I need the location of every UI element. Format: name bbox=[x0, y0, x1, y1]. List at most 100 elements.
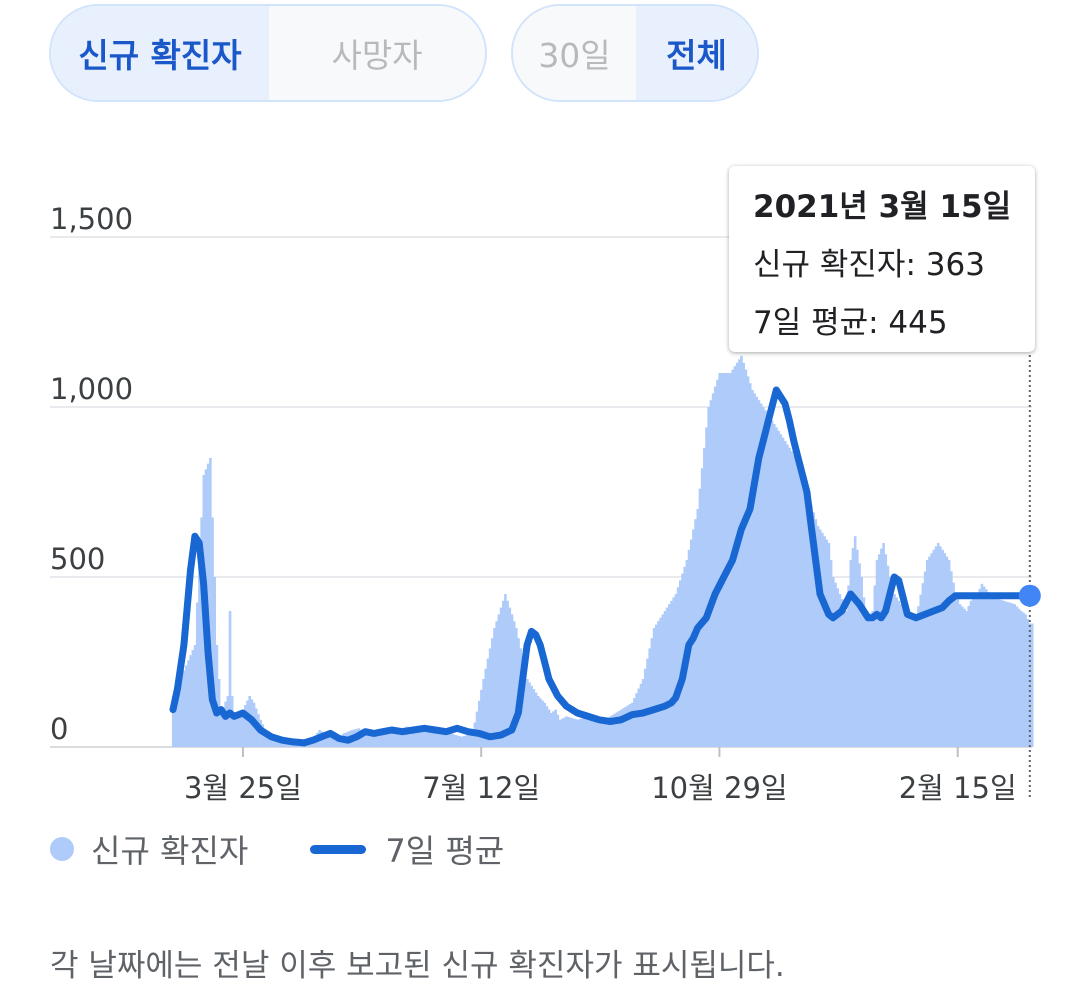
daily-case-bar bbox=[200, 517, 203, 747]
daily-case-bar bbox=[534, 692, 538, 747]
daily-case-bar bbox=[772, 424, 776, 747]
x-axis-labels: 3월 25일 7월 12일 10월 29일 2월 15일 bbox=[184, 747, 1017, 805]
daily-case-bar bbox=[574, 719, 577, 747]
daily-case-bar bbox=[456, 735, 459, 747]
daily-case-bar bbox=[386, 731, 389, 747]
daily-case-bar bbox=[182, 670, 186, 747]
daily-case-bar bbox=[185, 665, 188, 747]
daily-case-bar bbox=[703, 447, 706, 747]
range-30-days-button[interactable]: 30일 bbox=[513, 6, 636, 100]
deaths-toggle-button[interactable]: 사망자 bbox=[269, 6, 485, 100]
daily-case-bar bbox=[884, 554, 888, 747]
daily-case-bar bbox=[392, 730, 396, 747]
daily-case-bar bbox=[567, 717, 571, 747]
daily-case-bar bbox=[1024, 614, 1027, 747]
daily-case-bar bbox=[1009, 602, 1012, 747]
chart-footnote: 각 날짜에는 전날 이후 보고된 신규 확진자가 표시됩니다. bbox=[50, 948, 785, 984]
daily-case-bar bbox=[862, 597, 866, 747]
daily-case-bar bbox=[628, 704, 632, 747]
daily-case-bar bbox=[477, 700, 481, 747]
daily-case-bar bbox=[724, 373, 728, 747]
daily-case-bar bbox=[582, 717, 586, 747]
daily-case-bar bbox=[495, 621, 498, 747]
seven-day-average-path bbox=[169, 386, 1034, 747]
daily-case-bar bbox=[711, 393, 715, 747]
daily-case-bar bbox=[727, 373, 730, 747]
daily-case-bar bbox=[1015, 606, 1019, 747]
daily-case-bar bbox=[491, 638, 494, 747]
daily-case-bar bbox=[709, 400, 713, 747]
daily-case-bar bbox=[493, 628, 496, 747]
daily-case-bar bbox=[471, 733, 474, 747]
daily-case-bar bbox=[617, 710, 621, 747]
daily-case-bar bbox=[814, 519, 818, 747]
daily-case-bar bbox=[447, 732, 450, 747]
daily-case-bar bbox=[381, 731, 385, 747]
daily-case-bar bbox=[838, 594, 842, 747]
daily-case-bar bbox=[821, 532, 824, 747]
daily-case-bar bbox=[716, 379, 719, 747]
daily-case-bar bbox=[445, 732, 448, 747]
daily-case-bar bbox=[880, 548, 883, 747]
daily-case-bar bbox=[1026, 618, 1030, 747]
daily-case-bar bbox=[482, 679, 485, 747]
daily-case-bar bbox=[624, 706, 627, 747]
daily-case-bar bbox=[779, 434, 783, 747]
range-all-button[interactable]: 전체 bbox=[636, 6, 757, 100]
daily-case-bar bbox=[550, 713, 553, 747]
cases-chart[interactable]: 0 500 1,000 1,500 3월 25일 7월 12일 10월 29일 2월 15일 bbox=[0, 0, 1080, 820]
daily-case-bar bbox=[602, 719, 606, 747]
daily-case-bar bbox=[925, 560, 929, 747]
daily-case-bar bbox=[969, 600, 973, 747]
daily-case-bar bbox=[486, 658, 490, 747]
daily-case-bar bbox=[506, 600, 509, 747]
daily-case-bar bbox=[976, 594, 979, 747]
daily-case-bar bbox=[775, 427, 778, 747]
daily-case-bar bbox=[941, 549, 944, 747]
daily-case-bar bbox=[740, 356, 743, 747]
daily-case-bar bbox=[458, 736, 461, 747]
x-tick-label: 7월 12일 bbox=[422, 771, 540, 805]
daily-case-bar bbox=[598, 721, 601, 747]
daily-case-bar bbox=[700, 468, 704, 747]
daily-case-bar bbox=[934, 546, 938, 747]
daily-case-bar bbox=[908, 613, 912, 747]
daily-case-bar bbox=[401, 727, 404, 747]
daily-case-bar bbox=[871, 611, 874, 747]
daily-case-bar bbox=[187, 660, 190, 747]
x-tick-label: 2월 15일 bbox=[899, 771, 1017, 805]
new-cases-legend-swatch bbox=[50, 837, 74, 861]
daily-case-bar bbox=[777, 430, 780, 747]
daily-case-bar bbox=[1004, 601, 1008, 747]
daily-case-bar bbox=[198, 560, 201, 747]
daily-case-bar bbox=[593, 719, 597, 747]
daily-case-bar bbox=[324, 734, 328, 747]
daily-case-bar bbox=[637, 688, 641, 747]
daily-case-bar bbox=[554, 709, 557, 747]
daily-case-bar bbox=[939, 546, 942, 747]
daily-case-bar bbox=[810, 505, 813, 747]
daily-case-bar bbox=[768, 417, 772, 747]
daily-case-bar bbox=[438, 730, 442, 747]
daily-case-bar bbox=[840, 599, 844, 747]
daily-case-bar bbox=[274, 738, 278, 747]
daily-case-bar bbox=[556, 714, 560, 747]
daily-case-bar bbox=[873, 585, 877, 747]
daily-case-bar bbox=[858, 563, 861, 747]
daily-case-bar bbox=[985, 589, 988, 747]
new-cases-toggle-button[interactable]: 신규 확진자 bbox=[51, 6, 269, 100]
daily-case-bar bbox=[790, 451, 794, 747]
daily-case-bar bbox=[751, 390, 754, 747]
daily-case-bar bbox=[224, 701, 227, 747]
daily-case-bar bbox=[659, 617, 662, 747]
daily-case-bar bbox=[545, 706, 549, 747]
daily-case-bar bbox=[539, 698, 542, 747]
daily-case-bar bbox=[239, 713, 243, 747]
daily-case-bar bbox=[193, 645, 197, 747]
daily-case-bar bbox=[364, 733, 367, 747]
daily-case-bar bbox=[805, 492, 809, 747]
daily-case-bar bbox=[235, 714, 238, 747]
seven-day-average-legend-label: 7일 평균 bbox=[385, 832, 505, 870]
daily-case-bar bbox=[626, 705, 630, 747]
daily-case-bar bbox=[707, 407, 711, 747]
